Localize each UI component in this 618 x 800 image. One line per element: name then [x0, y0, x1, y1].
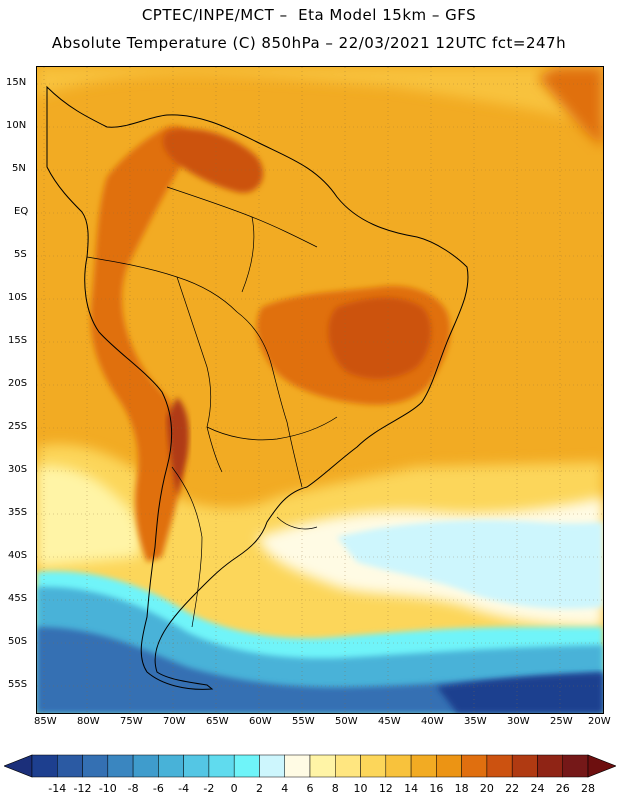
lat-label: 20S [8, 378, 28, 389]
lat-label: 5N [12, 163, 26, 174]
lon-label: 55W [292, 716, 315, 727]
lat-label: 5S [14, 249, 27, 260]
colorbar-cell [233, 754, 260, 778]
colorbar-cell [57, 754, 83, 778]
colorbar-cell [284, 754, 311, 778]
field-andes-hot [167, 397, 189, 497]
colorbar-tick-label: -14 [48, 782, 67, 795]
lon-label: 60W [249, 716, 272, 727]
colorbar-cell [31, 754, 58, 778]
colorbar-tick-label: 22 [505, 782, 520, 795]
colorbar-cell [335, 754, 361, 778]
lon-label: 40W [421, 716, 444, 727]
lat-label: 10S [8, 292, 28, 303]
colorbar-cell [360, 754, 387, 778]
colorbar-tick-label: -10 [98, 782, 117, 795]
lat-label: 10N [6, 120, 27, 131]
colorbar-cell [562, 754, 589, 778]
lat-label: 30S [8, 464, 28, 475]
colorbar-tick-label: 16 [429, 782, 444, 795]
field-deep-blue [437, 673, 603, 713]
lat-label: 15S [8, 335, 28, 346]
colorbar-cell [183, 754, 210, 778]
colorbar-cell [158, 754, 184, 778]
colorbar-cell [259, 754, 285, 778]
colorbar-tick-label: 14 [404, 782, 419, 795]
field-pale-west [37, 466, 141, 567]
lat-label: 40S [8, 550, 28, 561]
colorbar-tick-label: 26 [555, 782, 570, 795]
map-title-line2: Absolute Temperature (C) 850hPa – 22/03/… [51, 34, 567, 52]
colorbar-tick-label: 12 [378, 782, 393, 795]
colorbar [4, 754, 616, 778]
colorbar-cell [208, 754, 235, 778]
colorbar-cell [309, 754, 336, 778]
colorbar-cell [511, 754, 538, 778]
lat-label: 45S [8, 593, 28, 604]
colorbar-cell [436, 754, 462, 778]
field-north-band [37, 67, 603, 127]
lon-label: 70W [163, 716, 186, 727]
national-borders [86, 186, 338, 628]
field-venezuela-hot [162, 128, 264, 193]
lat-label: EQ [14, 206, 29, 217]
lat-label: 25S [8, 421, 28, 432]
colorbar-cell [107, 754, 134, 778]
colorbar-tick-label: -6 [152, 782, 164, 795]
colorbar-tick-label: 0 [230, 782, 238, 795]
lon-label: 65W [206, 716, 229, 727]
colorbar-tick-label: -12 [73, 782, 92, 795]
colorbar-tick-label: 28 [581, 782, 595, 795]
lon-label: 80W [77, 716, 100, 727]
colorbar-max-arrow [587, 754, 616, 778]
colorbar-tick-label: 20 [479, 782, 494, 795]
map-title-line1: CPTEC/INPE/MCT – Eta Model 15km – GFS [141, 6, 477, 24]
colorbar-min-arrow [4, 754, 33, 778]
colorbar-tick-label: -2 [203, 782, 215, 795]
lon-label: 20W [588, 716, 611, 727]
colorbar-tick-label: 6 [306, 782, 314, 795]
colorbar-cell [461, 754, 488, 778]
field-andes-warm [90, 126, 191, 562]
colorbar-cell [486, 754, 513, 778]
lat-label: 50S [8, 636, 28, 647]
colorbar-cell [410, 754, 437, 778]
lon-label: 50W [335, 716, 358, 727]
lon-label: 85W [34, 716, 57, 727]
colorbar-tick-label: 18 [454, 782, 469, 795]
field-ne-warm [537, 67, 603, 147]
colorbar-tick-label: 4 [281, 782, 289, 795]
colorbar-tick-label: 8 [331, 782, 339, 795]
colorbar-cell [537, 754, 563, 778]
lat-label: 55S [8, 679, 28, 690]
colorbar-cell [132, 754, 159, 778]
colorbar-tick-label: 10 [353, 782, 368, 795]
colorbar-tick-label: 2 [255, 782, 263, 795]
lat-label: 15N [6, 77, 27, 88]
lon-label: 45W [378, 716, 401, 727]
temperature-map [36, 66, 604, 714]
lon-label: 75W [120, 716, 143, 727]
colorbar-cell [385, 754, 412, 778]
field-light-cyan [337, 520, 603, 609]
coastline [46, 85, 469, 690]
colorbar-tick-label: -8 [127, 782, 139, 795]
colorbar-cell [82, 754, 109, 778]
field-brazil-hot [328, 297, 432, 379]
colorbar-tick-label: -4 [178, 782, 190, 795]
lat-label: 35S [8, 507, 28, 518]
colorbar-tick-label: 24 [530, 782, 545, 795]
lon-label: 30W [507, 716, 530, 727]
lon-label: 35W [464, 716, 487, 727]
lon-label: 25W [550, 716, 573, 727]
